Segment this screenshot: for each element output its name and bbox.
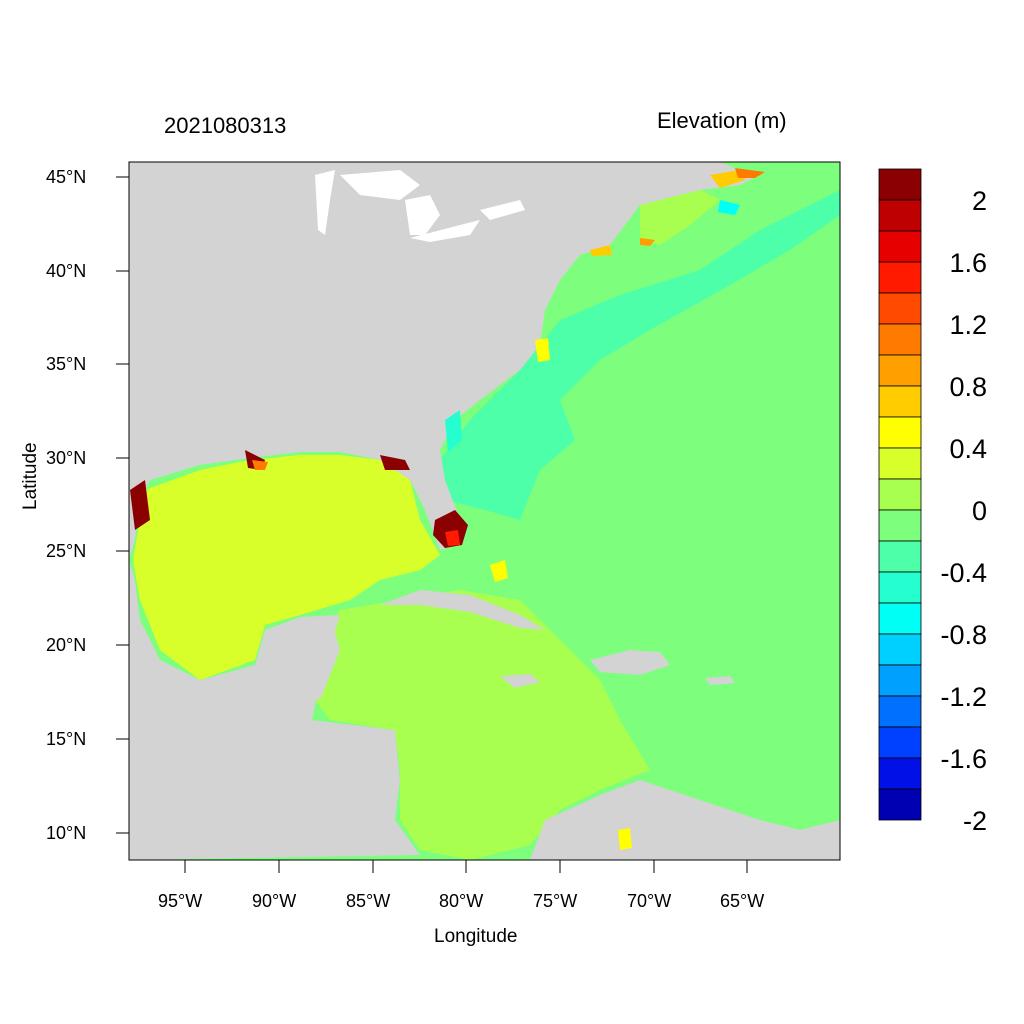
coastal-surge [130, 168, 765, 850]
lon-tick-label: 95°W [158, 891, 203, 911]
colorbar-swatch [878, 509, 922, 542]
gulf-of-mexico [133, 455, 440, 680]
colorbar-swatch [878, 633, 922, 666]
colorbar-swatch [878, 199, 922, 232]
great-lakes [315, 170, 525, 242]
colorbar-swatch [878, 788, 922, 821]
lat-tick-label: 35°N [46, 354, 87, 374]
colorbar-swatch [878, 323, 922, 356]
colorbar-label: -2 [962, 806, 987, 836]
lon-tick-label: 85°W [346, 891, 391, 911]
colorbar-label: -1.6 [940, 744, 987, 774]
lat-tick-label: 25°N [46, 541, 87, 561]
map-frame [128, 161, 841, 861]
lat-tick-label: 45°N [46, 167, 87, 187]
colorbar-label: -0.4 [940, 558, 987, 588]
colorbar-swatch [878, 602, 922, 635]
colorbar-label: -0.8 [940, 620, 987, 650]
date-label: 2021080313 [164, 113, 287, 138]
colorbar-label: 1.6 [949, 248, 987, 278]
lon-tick-label: 90°W [252, 891, 297, 911]
lat-tick-label: 15°N [46, 729, 87, 749]
caribbean-sea [315, 590, 650, 860]
colorbar-label: -1.2 [940, 682, 987, 712]
lat-tick-label: 10°N [46, 823, 87, 843]
colorbar-swatch [878, 757, 922, 790]
colorbar-swatch [878, 261, 922, 294]
lon-tick-label: 65°W [720, 891, 765, 911]
colorbar-swatch [878, 695, 922, 728]
lat-tick-label: 20°N [46, 635, 87, 655]
lat-tick-marks [116, 176, 129, 834]
lat-tick-label: 40°N [46, 261, 87, 281]
colorbar-label: 0 [971, 496, 987, 526]
colorbar-swatch [878, 478, 922, 511]
variable-label: Elevation (m) [657, 108, 787, 133]
colorbar-swatch [878, 292, 922, 325]
colorbar-label: 2 [971, 186, 987, 216]
colorbar-label: 1.2 [949, 310, 987, 340]
lat-tick-label: 30°N [46, 448, 87, 468]
colorbar-swatch [878, 540, 922, 573]
lon-tick-marks [184, 860, 748, 873]
colorbar-swatch [878, 571, 922, 604]
colorbar-swatch [878, 230, 922, 263]
colorbar-swatch [878, 385, 922, 418]
lon-tick-label: 75°W [533, 891, 578, 911]
colorbar-label: 0.4 [949, 434, 987, 464]
colorbar-swatch [878, 416, 922, 449]
colorbar-label: 0.8 [949, 372, 987, 402]
atlantic-shelf-band [440, 190, 840, 520]
colorbar [878, 168, 922, 821]
colorbar-swatch [878, 726, 922, 759]
colorbar-swatch [878, 664, 922, 697]
lon-tick-label: 80°W [439, 891, 484, 911]
x-axis-label: Longitude [434, 926, 518, 947]
y-axis-label: Latitude [20, 442, 41, 510]
land [129, 162, 840, 860]
lon-tick-label: 70°W [627, 891, 672, 911]
colorbar-swatch [878, 447, 922, 480]
colorbar-swatch [878, 354, 922, 387]
colorbar-swatch [878, 168, 922, 201]
northeast-shelf [640, 190, 720, 245]
